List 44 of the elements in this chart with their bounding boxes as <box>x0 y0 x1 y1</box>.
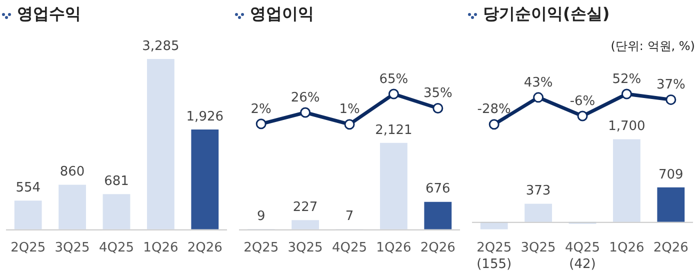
x-tick-label: 1Q26 <box>143 240 178 256</box>
x-tick-label: 2Q25 <box>476 240 512 256</box>
data-label: -6% <box>570 94 596 109</box>
data-label: 554 <box>16 180 41 196</box>
data-label: 65% <box>379 72 408 87</box>
data-label: 26% <box>290 90 320 106</box>
x-tick-label: 2Q26 <box>420 240 456 256</box>
text: (단위: 억원, %) <box>610 38 695 55</box>
data-label: 860 <box>60 164 85 180</box>
data-label: 35% <box>423 86 452 102</box>
data-label: 1,700 <box>608 119 646 134</box>
data-label: 7 <box>345 208 354 224</box>
x-tick-label: 4Q25 <box>564 240 600 256</box>
data-label: 3,285 <box>142 38 180 54</box>
data-label: 37% <box>656 78 686 93</box>
x-tick-label: 4Q25 <box>332 240 368 256</box>
data-label: (155) <box>476 256 512 272</box>
chart-title: 영업수익 <box>17 4 81 25</box>
data-label: 1% <box>339 102 360 118</box>
data-label: 9 <box>256 208 266 224</box>
x-tick-label: 2Q25 <box>10 240 46 256</box>
x-tick-label: 2Q26 <box>653 240 688 256</box>
data-label: 52% <box>612 72 642 87</box>
data-label: -28% <box>477 102 511 118</box>
x-tick-label: 3Q25 <box>54 240 90 256</box>
data-label: 676 <box>425 182 450 197</box>
data-label: 681 <box>104 174 129 189</box>
data-label: 227 <box>292 200 318 216</box>
data-label: 373 <box>526 184 551 199</box>
data-label: 43% <box>524 75 553 90</box>
x-tick-label: 2Q26 <box>187 240 222 256</box>
data-label: 2% <box>250 102 272 117</box>
x-tick-label: 1Q26 <box>609 240 644 256</box>
x-tick-label: 3Q25 <box>520 240 556 256</box>
data-label: (42) <box>569 256 596 272</box>
data-label: 709 <box>658 167 684 182</box>
chart-title: 당기순이익(손실) <box>483 4 610 25</box>
data-label: 1,926 <box>186 109 224 124</box>
x-tick-label: 3Q25 <box>288 240 323 256</box>
data-label: 2,121 <box>375 122 412 138</box>
x-tick-label: 1Q26 <box>376 240 412 256</box>
chart-title: 영업이익 <box>250 4 314 25</box>
x-tick-label: 2Q25 <box>244 240 279 256</box>
x-tick-label: 4Q25 <box>98 240 134 256</box>
